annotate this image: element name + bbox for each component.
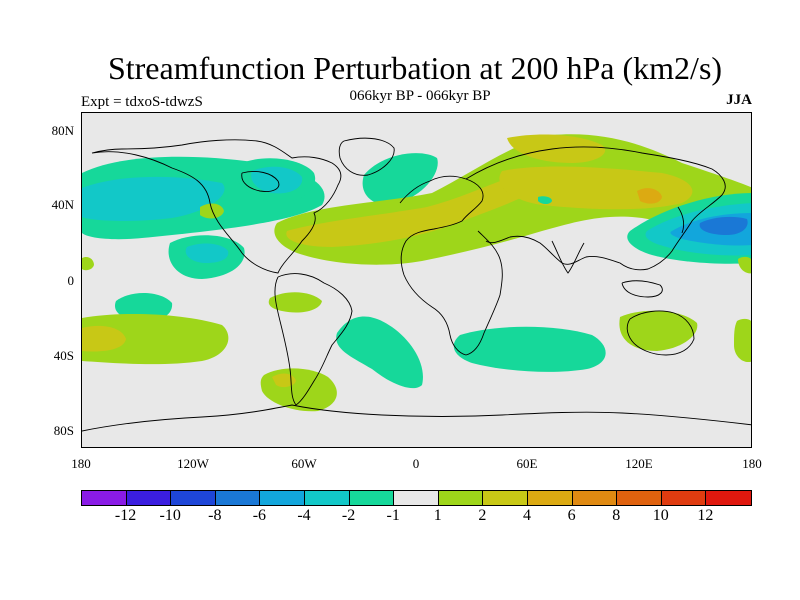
coastline <box>82 404 751 432</box>
y-tick-label: 80S <box>53 423 74 438</box>
colorbar-swatch <box>483 491 528 505</box>
colorbar-swatch <box>349 491 395 505</box>
coastline <box>274 273 353 406</box>
figure-subtitle: 066kyr BP - 066kyr BP <box>349 88 491 104</box>
coastline <box>338 137 395 176</box>
colorbar-label: 1 <box>433 507 442 524</box>
contour-fills <box>82 134 751 412</box>
coastline <box>677 206 685 234</box>
colorbar-swatch <box>82 491 127 505</box>
coastline <box>91 139 342 274</box>
coastline <box>551 240 585 274</box>
x-tick-label: 120E <box>625 456 653 471</box>
season-label: JJA <box>726 92 752 108</box>
contour-region <box>453 326 606 372</box>
colorbar-swatch <box>260 491 305 505</box>
colorbar-swatch <box>215 491 261 505</box>
colorbar-swatch <box>661 491 707 505</box>
colorbar-label: 12 <box>697 507 714 524</box>
contour-region <box>82 313 229 365</box>
y-tick-label: 80N <box>51 123 74 138</box>
contour-region <box>185 243 229 263</box>
contour-region <box>82 256 94 271</box>
colorbar <box>81 490 752 506</box>
colorbar-swatch <box>527 491 573 505</box>
x-tick-label: 60E <box>516 456 538 471</box>
streamfunction-map <box>82 134 751 432</box>
contour-region <box>82 176 225 221</box>
colorbar-label: -1 <box>386 507 400 524</box>
colorbar-swatch <box>304 491 350 505</box>
coastline <box>626 310 695 356</box>
contour-region <box>637 188 662 204</box>
colorbar-swatch <box>706 491 751 505</box>
y-tick-label: 40N <box>51 197 74 212</box>
coastline <box>399 175 503 356</box>
coastline <box>621 280 663 298</box>
contour-region <box>336 316 423 389</box>
contour-region <box>699 216 748 235</box>
coastline <box>241 170 280 192</box>
y-tick-label: 0 <box>67 273 75 288</box>
contour-region <box>738 256 751 274</box>
colorbar-label: 4 <box>523 507 531 524</box>
colorbar-swatch <box>438 491 484 505</box>
colorbar-swatch <box>617 491 662 505</box>
contour-region <box>538 196 552 204</box>
colorbar-swatch <box>171 491 216 505</box>
contour-region <box>260 368 337 412</box>
colorbar-label: -2 <box>341 507 356 524</box>
coastline <box>465 146 726 271</box>
x-tick-label: 180 <box>71 456 91 471</box>
contour-region <box>619 310 698 351</box>
colorbar-label: -10 <box>159 507 181 524</box>
contour-region <box>734 318 751 362</box>
colorbar-label: 6 <box>567 507 576 524</box>
contour-region <box>268 292 322 313</box>
contour-region <box>272 373 296 388</box>
colorbar-label: 10 <box>652 507 669 524</box>
colorbar-swatch <box>572 491 618 505</box>
colorbar-label: 8 <box>612 507 621 524</box>
x-tick-label: 180 <box>742 456 762 471</box>
colorbar-label: -6 <box>252 507 267 524</box>
colorbar-swatch <box>394 491 439 505</box>
colorbar-swatch <box>126 491 172 505</box>
x-tick-label: 0 <box>412 456 420 471</box>
contour-region <box>82 325 126 352</box>
colorbar-label: -8 <box>208 507 222 524</box>
contour-region <box>362 153 438 206</box>
experiment-label: Expt = tdxoS-tdwzS <box>81 94 203 110</box>
colorbar-label: 2 <box>478 507 487 524</box>
x-tick-label: 120W <box>177 456 209 471</box>
coastlines <box>82 137 751 432</box>
y-tick-label: 40S <box>53 348 74 363</box>
map-panel <box>81 112 752 448</box>
colorbar-label: -4 <box>297 507 311 524</box>
figure-title: Streamfunction Perturbation at 200 hPa (… <box>107 50 723 86</box>
x-tick-label: 60W <box>291 456 317 471</box>
colorbar-label: -12 <box>114 507 137 524</box>
